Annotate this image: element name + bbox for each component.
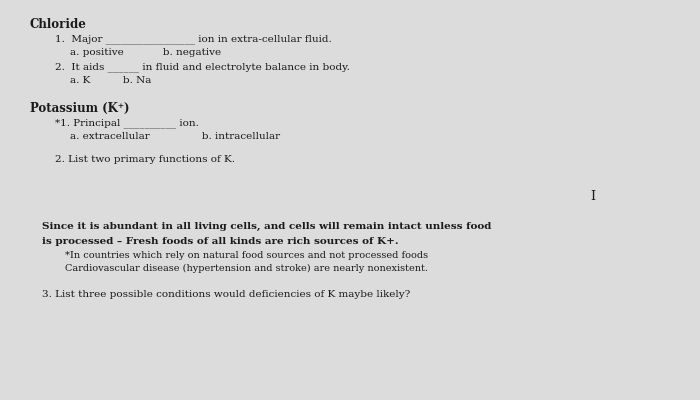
Text: Since it is abundant in all living cells, and cells will remain intact unless fo: Since it is abundant in all living cells…	[42, 222, 491, 231]
Text: 3. List three possible conditions would deficiencies of K maybe likely?: 3. List three possible conditions would …	[42, 290, 410, 299]
Text: a. positive            b. negative: a. positive b. negative	[70, 48, 221, 57]
Text: a. extracellular                b. intracellular: a. extracellular b. intracellular	[70, 132, 280, 141]
Text: 1.  Major _________________ ion in extra-cellular fluid.: 1. Major _________________ ion in extra-…	[55, 34, 332, 44]
Text: 2. List two primary functions of K.: 2. List two primary functions of K.	[55, 155, 235, 164]
Text: I: I	[590, 190, 595, 203]
Text: Potassium (K⁺): Potassium (K⁺)	[30, 102, 130, 115]
Text: *In countries which rely on natural food sources and not processed foods: *In countries which rely on natural food…	[65, 251, 428, 260]
Text: 2.  It aids ______ in fluid and electrolyte balance in body.: 2. It aids ______ in fluid and electroly…	[55, 62, 350, 72]
Text: Cardiovascular disease (hypertension and stroke) are nearly nonexistent.: Cardiovascular disease (hypertension and…	[65, 264, 428, 273]
Text: is processed – Fresh foods of all kinds are rich sources of K+.: is processed – Fresh foods of all kinds …	[42, 237, 398, 246]
Text: Chloride: Chloride	[30, 18, 87, 31]
Text: a. K          b. Na: a. K b. Na	[70, 76, 151, 85]
Text: *1. Principal __________ ion.: *1. Principal __________ ion.	[55, 118, 199, 128]
